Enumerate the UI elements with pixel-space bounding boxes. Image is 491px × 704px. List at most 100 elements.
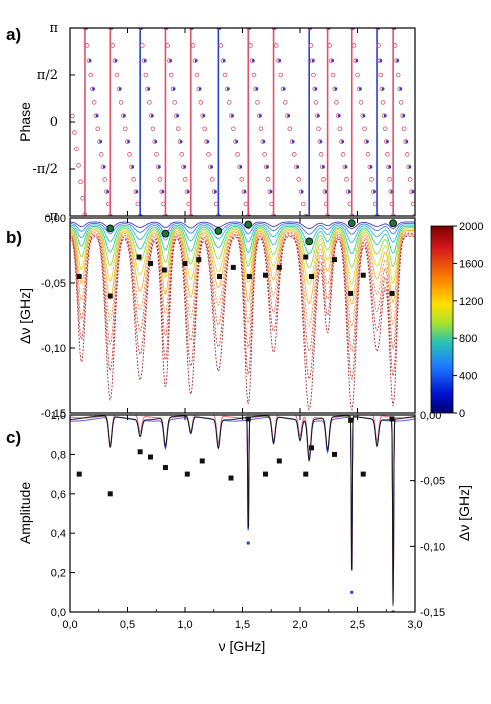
phase-point-red <box>150 126 156 132</box>
shift-marker <box>263 471 268 477</box>
phase-point-red <box>255 100 260 105</box>
shift-marker <box>148 454 153 460</box>
contour-line <box>70 225 415 255</box>
phase-point-blue <box>376 214 380 216</box>
phase-point-blue <box>169 59 172 62</box>
phase-point-blue <box>327 214 330 216</box>
phase-point-red <box>308 43 314 48</box>
shift-marker <box>228 475 234 481</box>
phase-point-blue <box>405 140 409 143</box>
phase-point-blue <box>379 59 383 62</box>
phase-point-blue <box>408 165 412 169</box>
phase-point-red <box>213 201 219 207</box>
phase-point-blue <box>305 214 308 216</box>
phase-point-red <box>410 201 415 207</box>
phase-point-blue <box>314 87 318 91</box>
phase-point-blue <box>255 87 259 91</box>
panel-a-frame <box>69 27 416 217</box>
phase-point-red <box>398 100 404 105</box>
phase-point-blue <box>273 28 277 30</box>
phase-point-red <box>182 177 188 182</box>
phase-point-red <box>165 43 170 48</box>
peak-marker <box>244 220 253 229</box>
contour-line <box>70 235 415 412</box>
phase-point-blue <box>239 165 243 169</box>
phase-point-red <box>404 152 410 157</box>
shift-marker <box>199 458 205 464</box>
x-axis-label: ν [GHz] <box>219 638 266 654</box>
phase-point-red <box>110 43 116 48</box>
phase-point-red <box>88 72 93 78</box>
data-marker <box>76 274 82 279</box>
phase-point-red <box>296 177 302 182</box>
shift-marker <box>107 491 113 497</box>
phase-point-red <box>321 177 326 182</box>
panel-c-ylabel: Amplitude <box>17 482 33 544</box>
data-marker <box>303 254 309 260</box>
panel-a-ytick-label: -π <box>45 209 58 224</box>
phase-point-red <box>72 130 77 135</box>
phase-point-blue <box>172 87 176 91</box>
phase-point-red <box>291 152 297 157</box>
phase-point-blue <box>259 114 262 117</box>
phase-point-red <box>392 43 398 48</box>
phase-point-blue <box>392 214 396 216</box>
panel-a: π π/2 0 -π/2 -π Phase <box>17 21 416 224</box>
data-marker <box>217 274 222 279</box>
panel-c-ytick-label: 0,4 <box>51 528 66 540</box>
phase-point-blue <box>183 165 186 169</box>
colorbar-tick-label: 1600 <box>459 258 483 270</box>
phase-point-blue <box>88 59 92 62</box>
panel-b-ytick-label: 0,00 <box>45 213 66 225</box>
peak-marker <box>214 227 223 235</box>
x-tick-label: 0,5 <box>120 619 135 631</box>
phase-point-blue <box>322 165 325 169</box>
phase-point-red <box>337 126 343 132</box>
phase-point-red <box>248 43 253 48</box>
phase-point-blue <box>402 114 406 117</box>
panel-b: 0,00 -0,05 -0,10 -0,15 Δν [GHz] 2000 1600 120… <box>17 213 483 420</box>
phase-point-blue <box>147 87 151 91</box>
shift-marker <box>276 458 282 464</box>
phase-point-blue <box>161 190 165 193</box>
phase-point-blue <box>158 165 161 169</box>
phase-point-blue <box>351 214 354 216</box>
phase-point-red <box>118 100 124 105</box>
phase-point-red <box>265 177 271 182</box>
x-tick-label: 1,0 <box>177 619 192 631</box>
panel-b-data <box>70 219 415 412</box>
phase-point-blue <box>218 28 222 30</box>
phase-point-blue <box>99 140 102 143</box>
peak-marker <box>106 224 115 233</box>
phase-point-red <box>82 212 88 216</box>
phase-point-red <box>318 152 324 157</box>
phase-point-blue <box>337 114 341 117</box>
phase-point-red <box>198 100 204 105</box>
contour-line <box>70 234 415 381</box>
phase-point-red <box>168 72 174 78</box>
phase-point-red <box>351 43 357 48</box>
panel-c-ytick-label: 0,0 <box>51 607 66 619</box>
phase-point-blue <box>312 59 315 62</box>
phase-point-blue <box>154 140 158 143</box>
panel-b-ylabel: Δν [GHz] <box>17 288 33 344</box>
phase-point-blue <box>176 114 179 117</box>
phase-point-red <box>287 126 293 132</box>
phase-point-red <box>278 72 284 78</box>
phase-point-blue <box>373 190 376 193</box>
data-marker <box>263 272 268 278</box>
phase-point-red <box>239 177 245 182</box>
phase-point-red <box>226 100 232 105</box>
phase-point-red <box>369 177 374 182</box>
contour-line <box>70 231 415 328</box>
phase-point-blue <box>344 165 348 169</box>
phase-point-blue <box>366 140 369 143</box>
panel-c-ytick-label: 0,6 <box>51 489 66 501</box>
phase-point-red <box>74 146 79 152</box>
colorbar-tick-label: 1200 <box>459 296 483 308</box>
phase-point-blue <box>273 214 276 216</box>
phase-point-blue <box>102 165 106 169</box>
phase-point-red <box>378 72 384 78</box>
panel-b-axes: 0,00 -0,05 -0,10 -0,15 <box>41 213 416 420</box>
phase-point-blue <box>396 59 400 62</box>
